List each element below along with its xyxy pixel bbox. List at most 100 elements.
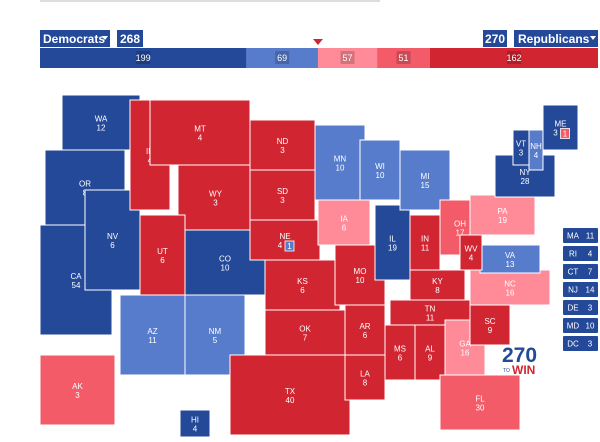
state-abbr: VT bbox=[516, 140, 526, 149]
small-state-abbr: NJ bbox=[568, 286, 578, 295]
state[interactable] bbox=[149, 99, 251, 166]
state[interactable] bbox=[229, 354, 351, 436]
state[interactable] bbox=[39, 354, 116, 426]
state-abbr: OR bbox=[79, 180, 91, 189]
state-votes: 19 bbox=[388, 244, 397, 253]
state-abbr: IA bbox=[340, 215, 348, 224]
state[interactable] bbox=[249, 169, 316, 221]
state-abbr: MO bbox=[354, 267, 367, 276]
segment-label-box bbox=[340, 51, 355, 64]
state-abbr: ME bbox=[555, 120, 567, 129]
logo-small: TO bbox=[503, 368, 510, 374]
state-abbr: MI bbox=[421, 172, 430, 181]
small-state-votes: 10 bbox=[586, 322, 595, 331]
small-state[interactable] bbox=[563, 318, 598, 333]
bar-segment bbox=[40, 48, 247, 68]
dem-dropdown[interactable] bbox=[40, 30, 110, 47]
state-abbr: SC bbox=[484, 317, 495, 326]
state[interactable] bbox=[414, 324, 446, 381]
state-abbr: AR bbox=[359, 322, 370, 331]
small-state[interactable] bbox=[563, 336, 598, 351]
state-abbr: MN bbox=[334, 155, 347, 164]
segment-label-box bbox=[136, 51, 151, 64]
state-votes: 10 bbox=[356, 276, 365, 285]
state[interactable] bbox=[249, 119, 316, 171]
small-state-votes: 3 bbox=[588, 340, 593, 349]
state-votes: 9 bbox=[428, 354, 433, 363]
district-box[interactable] bbox=[284, 240, 295, 252]
district-box[interactable] bbox=[560, 128, 570, 139]
dem-total: 268 bbox=[120, 32, 140, 46]
state[interactable] bbox=[439, 374, 521, 431]
rep-label: Republicans bbox=[518, 32, 590, 46]
state[interactable] bbox=[264, 259, 341, 311]
state-abbr: CO bbox=[219, 255, 231, 264]
small-state[interactable] bbox=[563, 246, 598, 261]
state-abbr: ND bbox=[277, 137, 289, 146]
state[interactable] bbox=[469, 194, 536, 236]
state[interactable] bbox=[384, 324, 416, 381]
state[interactable] bbox=[542, 104, 579, 151]
state-votes: 10 bbox=[221, 264, 230, 273]
state-votes: 12 bbox=[97, 124, 106, 133]
state[interactable] bbox=[479, 244, 541, 274]
state[interactable] bbox=[264, 309, 346, 356]
district-votes: 1 bbox=[563, 130, 568, 139]
state-votes: 6 bbox=[300, 286, 305, 295]
state-votes: 6 bbox=[160, 256, 165, 265]
state-abbr: AK bbox=[72, 382, 83, 391]
state-abbr: FL bbox=[475, 395, 485, 404]
state[interactable] bbox=[374, 204, 411, 281]
state-abbr: AL bbox=[425, 345, 435, 354]
small-states: MA 11 RI 4 CT 7 NJ 14 DE 3 MD 10 DC 3 bbox=[563, 228, 598, 351]
state-votes: 28 bbox=[521, 177, 530, 186]
state-abbr: HI bbox=[191, 416, 199, 425]
state[interactable] bbox=[469, 269, 551, 306]
state-votes: 13 bbox=[506, 260, 515, 269]
state-votes: 4 bbox=[534, 151, 539, 160]
bar-segment bbox=[317, 48, 378, 68]
small-state-abbr: CT bbox=[568, 268, 579, 277]
state-votes: 10 bbox=[336, 164, 345, 173]
needed-box bbox=[483, 30, 507, 47]
small-state-abbr: DC bbox=[567, 340, 579, 349]
small-state[interactable] bbox=[563, 300, 598, 315]
small-state[interactable] bbox=[563, 282, 598, 297]
state[interactable] bbox=[177, 164, 254, 231]
state-votes: 16 bbox=[506, 289, 515, 298]
state-abbr: WI bbox=[375, 162, 385, 171]
segment-label-box bbox=[396, 51, 411, 64]
segment-label: 51 bbox=[399, 53, 409, 63]
state[interactable] bbox=[317, 199, 371, 246]
state-abbr: NV bbox=[107, 232, 119, 241]
small-state[interactable] bbox=[563, 228, 598, 243]
state-votes: 8 bbox=[363, 379, 368, 388]
state[interactable] bbox=[179, 409, 211, 438]
bar-segment bbox=[377, 48, 430, 68]
state-votes: 3 bbox=[280, 146, 285, 155]
segment-label-box bbox=[275, 51, 290, 64]
state[interactable] bbox=[314, 124, 366, 201]
state[interactable] bbox=[119, 294, 186, 376]
state-abbr: UT bbox=[157, 247, 168, 256]
state-votes: 16 bbox=[461, 349, 470, 358]
small-state[interactable] bbox=[563, 264, 598, 279]
state-votes: 4 bbox=[198, 134, 203, 143]
state-abbr: WY bbox=[209, 190, 223, 199]
rep-dropdown[interactable] bbox=[514, 30, 598, 47]
bar-segment bbox=[429, 48, 598, 68]
state-abbr: IL bbox=[389, 235, 396, 244]
state-votes: 4 bbox=[278, 241, 283, 250]
logo-word: WIN bbox=[512, 363, 535, 377]
state-abbr: OH bbox=[454, 220, 466, 229]
state-votes: 11 bbox=[148, 336, 157, 345]
state-votes: 5 bbox=[213, 336, 218, 345]
state-votes: 6 bbox=[342, 224, 347, 233]
small-state-abbr: DE bbox=[567, 304, 578, 313]
state-votes: 3 bbox=[280, 196, 285, 205]
state-abbr: MS bbox=[394, 345, 406, 354]
state[interactable] bbox=[249, 219, 321, 261]
state[interactable] bbox=[344, 304, 386, 356]
